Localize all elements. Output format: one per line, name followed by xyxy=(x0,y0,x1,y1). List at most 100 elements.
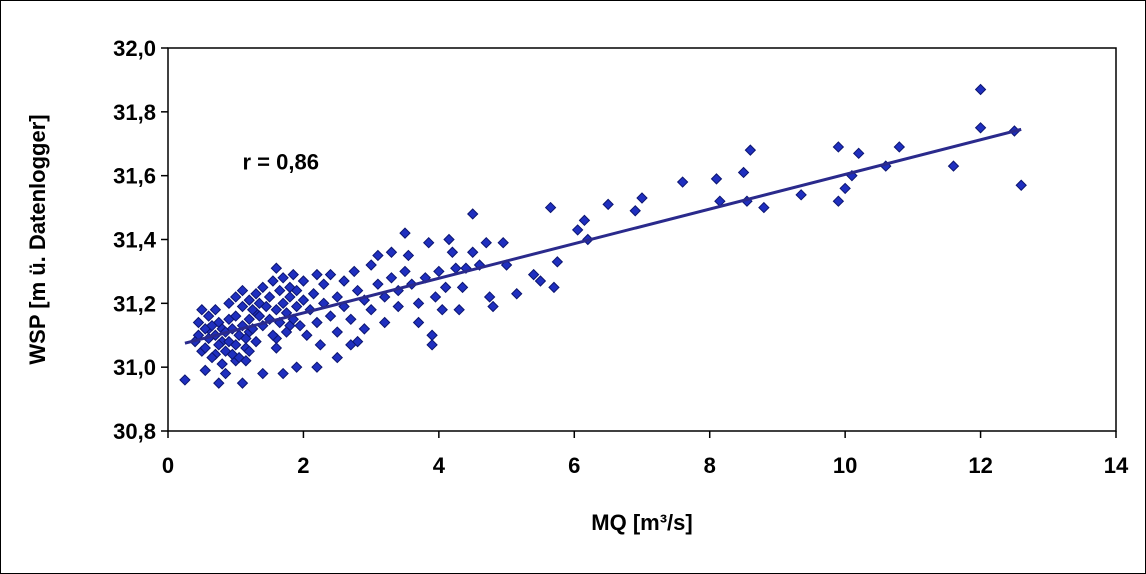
data-point xyxy=(277,272,289,284)
data-point xyxy=(253,310,266,322)
data-point xyxy=(331,291,343,303)
data-point xyxy=(267,329,279,341)
data-point xyxy=(331,326,343,338)
data-point xyxy=(236,377,249,389)
data-point xyxy=(223,297,235,310)
data-point xyxy=(412,316,425,329)
y-tick-label: 30,8 xyxy=(113,419,156,444)
data-point xyxy=(399,227,411,239)
data-point xyxy=(974,122,987,134)
data-point xyxy=(230,291,242,303)
data-point xyxy=(385,272,398,284)
data-point xyxy=(260,300,272,313)
data-point xyxy=(429,291,442,303)
data-point xyxy=(240,332,252,345)
y-tick-label: 31,4 xyxy=(113,228,157,253)
data-point xyxy=(199,342,211,354)
data-point xyxy=(453,304,465,316)
data-point xyxy=(297,275,310,287)
data-point xyxy=(314,339,327,351)
data-point xyxy=(365,259,377,271)
data-point xyxy=(243,345,255,357)
data-point xyxy=(744,144,757,156)
y-tick-label: 31,6 xyxy=(113,164,156,189)
data-point xyxy=(436,304,448,316)
data-point xyxy=(446,246,459,258)
data-point xyxy=(351,335,364,348)
data-point xyxy=(372,278,384,290)
data-point xyxy=(307,288,320,300)
correlation-annotation: r = 0,86 xyxy=(242,149,318,174)
data-point xyxy=(443,233,455,246)
data-point xyxy=(487,300,499,313)
data-point xyxy=(497,236,509,249)
data-point xyxy=(290,361,303,373)
data-point xyxy=(338,275,350,287)
data-point xyxy=(202,310,215,322)
data-point xyxy=(250,335,262,348)
data-point xyxy=(511,288,523,300)
data-point xyxy=(331,351,343,364)
trend-line xyxy=(184,127,1022,345)
data-point xyxy=(199,364,211,377)
data-point xyxy=(290,284,303,297)
data-point xyxy=(311,361,323,373)
data-point xyxy=(832,195,845,207)
data-point xyxy=(676,176,689,188)
data-point xyxy=(947,160,960,172)
data-point xyxy=(527,268,540,281)
data-point xyxy=(974,83,987,96)
data-point xyxy=(893,141,906,153)
data-point xyxy=(270,262,283,274)
data-point xyxy=(548,281,560,294)
data-point xyxy=(578,214,591,227)
data-point xyxy=(439,281,452,294)
data-point xyxy=(297,294,310,306)
data-point xyxy=(1015,179,1027,191)
data-point xyxy=(467,246,479,258)
data-point xyxy=(230,310,242,322)
data-point xyxy=(795,189,807,201)
y-axis-title: WSP [m ü. Datenlogger] xyxy=(25,114,50,364)
data-point xyxy=(216,358,228,370)
data-point xyxy=(196,304,208,316)
data-point xyxy=(372,249,384,262)
data-point xyxy=(290,300,303,313)
data-point xyxy=(348,265,360,278)
data-point xyxy=(483,291,496,303)
data-point xyxy=(571,224,584,236)
data-point xyxy=(832,141,845,153)
data-point xyxy=(433,265,445,278)
data-point xyxy=(852,147,865,160)
data-point xyxy=(378,316,391,329)
data-point xyxy=(250,288,262,300)
data-point xyxy=(213,339,225,351)
data-point xyxy=(257,367,269,380)
x-tick-label: 14 xyxy=(1104,453,1129,478)
data-point xyxy=(480,236,492,249)
data-point xyxy=(456,281,469,294)
data-point xyxy=(263,291,276,303)
x-tick-label: 2 xyxy=(297,453,309,478)
x-axis-title: MQ [m³/s] xyxy=(591,510,692,535)
data-point xyxy=(358,323,371,335)
plot-area xyxy=(167,47,1117,432)
data-point xyxy=(257,281,269,294)
data-point xyxy=(270,304,283,316)
data-point xyxy=(392,300,404,313)
data-point xyxy=(737,166,750,179)
data-point xyxy=(544,201,557,214)
data-point xyxy=(365,304,377,316)
data-point xyxy=(467,208,479,220)
data-point xyxy=(301,329,313,341)
y-tick-label: 32,0 xyxy=(113,36,156,61)
y-tick-label: 31,8 xyxy=(113,100,156,125)
x-tick-label: 4 xyxy=(433,453,446,478)
data-point xyxy=(710,173,723,185)
x-tick-label: 12 xyxy=(968,453,992,478)
data-point xyxy=(280,326,293,338)
data-point xyxy=(246,304,259,316)
data-point xyxy=(236,284,249,297)
data-point xyxy=(402,249,415,262)
